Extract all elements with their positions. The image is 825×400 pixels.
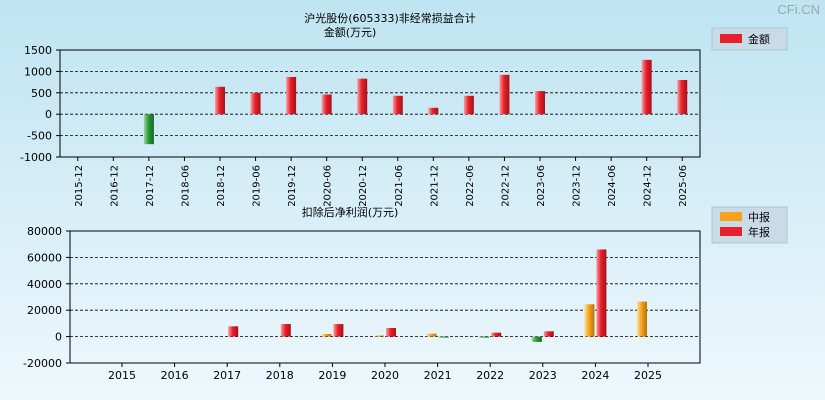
- chart2-xtick-label: 2018: [266, 369, 294, 382]
- chart1-xtick-label: 2022-06: [465, 165, 476, 207]
- chart2-xtick-label: 2020: [371, 369, 399, 382]
- chart2-xtick-label: 2025: [634, 369, 662, 382]
- chart2-bar-annual-2017: [228, 326, 239, 337]
- chart1-xtick-label: 2019-12: [287, 165, 298, 207]
- chart2-bar-interim-2024: [584, 304, 595, 337]
- chart2-xtick-label: 2022: [476, 369, 504, 382]
- legend-label-annual: 年报: [748, 225, 770, 239]
- chart1-title: 沪光股份(605333)非经常损益合计: [304, 11, 476, 25]
- chart2-bar-interim-2019: [321, 333, 332, 337]
- chart1-xtick-label: 2023-06: [536, 165, 547, 207]
- chart1-bar-2017-12: [143, 114, 154, 145]
- chart1-bar-2020-12: [357, 78, 368, 115]
- chart2-ytick-label: 60000: [27, 251, 62, 264]
- chart1-bar-2022-06: [463, 95, 474, 115]
- chart1-bar-2024-12: [641, 59, 652, 115]
- chart1-layer: 1500 1000 500 0 -500 -1000 2015-12 2016-12 2017-…: [20, 44, 700, 207]
- chart2-xtick-label: 2021: [424, 369, 452, 382]
- legend-swatch-interim: [720, 212, 742, 221]
- chart2-bar-annual-2021: [438, 336, 449, 338]
- chart2-xtick-label: 2017: [213, 369, 241, 382]
- chart1-xtick-label: 2020-12: [358, 165, 369, 207]
- chart2-ytick-label: 80000: [27, 225, 62, 238]
- legend-swatch-annual: [720, 227, 742, 236]
- chart2-bar-interim-2023: [531, 336, 542, 342]
- chart2-xtick-label: 2024: [581, 369, 609, 382]
- chart1-xtick-label: 2025-06: [678, 165, 689, 207]
- watermark: CFi.CN: [777, 2, 820, 17]
- chart1-xtick-label: 2024-06: [607, 165, 618, 207]
- chart2-ytick-label: 20000: [27, 304, 62, 317]
- legend-swatch-amount: [720, 34, 742, 43]
- chart1-ytick-label: 1000: [24, 65, 52, 78]
- legend-label-interim: 中报: [748, 210, 770, 224]
- chart2-xtick-label: 2016: [161, 369, 189, 382]
- chart2-bar-interim-2025: [637, 301, 647, 337]
- chart2-bar-annual-2018: [280, 324, 291, 337]
- chart1-ytick-label: 500: [31, 87, 52, 100]
- chart1-bar-2021-06: [392, 95, 403, 115]
- chart2-ytick-label: 0: [55, 331, 62, 344]
- chart1-xtick-label: 2016-12: [109, 165, 120, 207]
- chart2-bar-annual-2024: [596, 249, 607, 337]
- chart2-ytick-label: 40000: [27, 278, 62, 291]
- chart1-ytick-label: -1000: [20, 151, 52, 164]
- chart1-bar-2023-06: [535, 91, 545, 115]
- chart1-bar-2019-12: [286, 76, 297, 115]
- chart1-xtick-label: 2021-12: [429, 165, 440, 207]
- chart2-ytick-label: -20000: [23, 357, 62, 370]
- chart1-plot-frame: [59, 49, 701, 158]
- chart1-xtick-label: 2018-06: [180, 165, 191, 207]
- chart1-xtick-label: 2017-12: [145, 165, 156, 207]
- chart1-bar-2020-06: [321, 94, 332, 115]
- chart1-xtick-label: 2015-12: [74, 165, 85, 207]
- chart2-title: 扣除后净利润(万元): [302, 205, 399, 219]
- chart2-xtick-label: 2015: [108, 369, 136, 382]
- chart1-xtick-label: 2024-12: [643, 165, 654, 207]
- chart1-bar-2019-06: [250, 92, 261, 115]
- chart1-subtitle: 金额(万元): [324, 25, 377, 39]
- legend-label-amount: 金额: [748, 32, 770, 46]
- chart1-legend-box: [711, 27, 788, 51]
- chart1-xtick-label: 2023-12: [572, 165, 583, 207]
- chart2-xtick-label: 2019: [318, 369, 346, 382]
- chart1-ytick-label: 1500: [24, 44, 52, 57]
- chart2-bar-annual-2020: [386, 328, 396, 337]
- chart1-bar-2022-12: [499, 74, 510, 115]
- chart1-xtick-label: 2019-06: [252, 165, 263, 207]
- chart1-legend: 金额: [711, 27, 788, 51]
- chart2-bar-annual-2023: [543, 331, 554, 337]
- chart2-bar-interim-2022: [479, 336, 490, 338]
- chart2-legend: 中报 年报: [711, 206, 788, 244]
- chart2-bar-interim-2020: [374, 335, 384, 337]
- chart2-bar-interim-2021: [426, 333, 437, 337]
- chart1-ytick-label: -500: [27, 130, 52, 143]
- chart2-xtick-label: 2023: [529, 369, 557, 382]
- chart1-xtick-label: 2021-06: [394, 165, 405, 207]
- chart2-layer: 80000 60000 40000 20000 0 -20000 2015 2016 2017 2…: [23, 225, 700, 382]
- chart1-xtick-label: 2020-06: [323, 165, 334, 207]
- chart2-bar-annual-2019: [333, 324, 344, 337]
- chart1-ytick-label: 0: [45, 108, 52, 121]
- chart1-bar-2021-12: [428, 107, 439, 115]
- chart2-bar-annual-2022: [491, 332, 502, 337]
- chart1-xtick-label: 2018-12: [216, 165, 227, 207]
- chart1-bar-2018-12: [215, 86, 225, 115]
- chart1-xtick-label: 2022-12: [500, 165, 511, 207]
- chart1-bar-2025-06: [677, 79, 688, 115]
